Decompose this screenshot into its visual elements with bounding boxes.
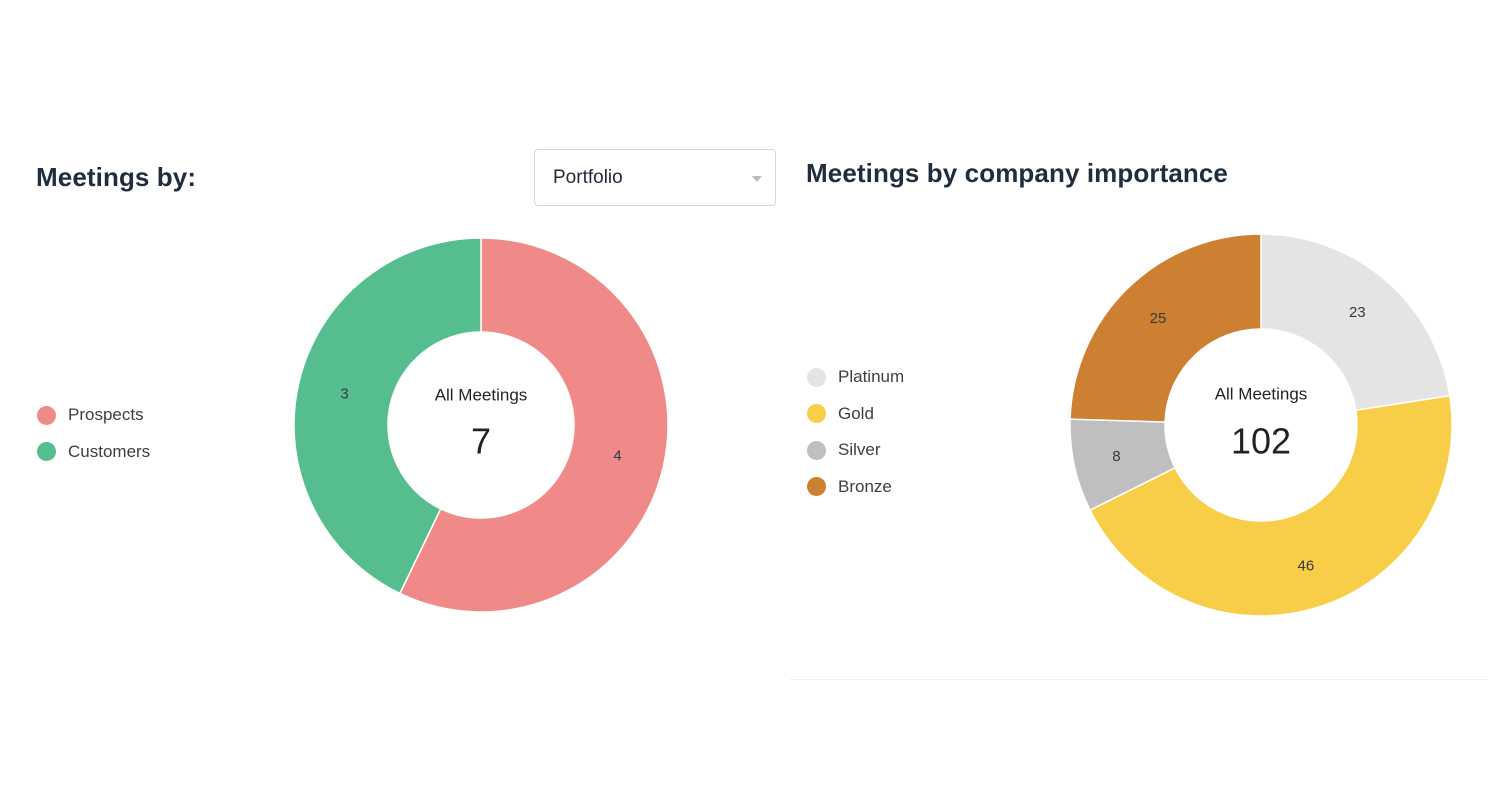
slice-value-label: 23: [1349, 304, 1366, 321]
panel-title: Meetings by company importance: [806, 158, 1228, 188]
legend-item-customers[interactable]: Customers: [37, 434, 150, 471]
grouping-select[interactable]: Portfolio: [534, 149, 776, 206]
donut-center-label: All Meetings: [435, 386, 528, 405]
meetings-by-panel: Meetings by: Portfolio Prospects Customer…: [36, 149, 776, 613]
importance-donut-chart: 23 46 8 25 All Meetings 102: [1069, 233, 1453, 617]
slice-value-label: 46: [1298, 558, 1315, 575]
donut-slice-bronze[interactable]: [1069, 233, 1262, 423]
legend-label: Bronze: [838, 476, 892, 496]
legend-item-bronze[interactable]: Bronze: [807, 469, 904, 506]
legend-swatch: [37, 442, 56, 462]
legend-item-prospects[interactable]: Prospects: [37, 397, 150, 434]
company-importance-panel: Meetings by company importance Platinum G…: [790, 0, 1488, 800]
legend-swatch: [807, 404, 826, 424]
panel-title: Meetings by:: [36, 162, 197, 192]
donut-slice-prospects[interactable]: [398, 237, 669, 613]
donut-center-label: All Meetings: [1215, 385, 1308, 404]
slice-value-label: 4: [613, 448, 621, 465]
legend-swatch: [807, 440, 826, 460]
slice-value-label: 3: [340, 385, 348, 402]
legend-item-silver[interactable]: Silver: [807, 432, 904, 469]
divider: [790, 679, 1488, 680]
legend-label: Silver: [838, 440, 881, 460]
grouping-select-value: Portfolio: [553, 166, 623, 188]
donut-slice-gold[interactable]: [1089, 394, 1453, 617]
donut-center-value: 7: [471, 421, 491, 462]
legend-item-gold[interactable]: Gold: [807, 396, 904, 433]
donut-center-value: 102: [1231, 421, 1291, 462]
chevron-down-icon: [752, 176, 762, 182]
legend-label: Platinum: [838, 367, 905, 387]
donut-slice-platinum[interactable]: [1260, 233, 1451, 412]
chart-legend: Platinum Gold Silver Bronze: [807, 359, 904, 505]
legend-label: Prospects: [68, 405, 144, 425]
legend-item-platinum[interactable]: Platinum: [807, 359, 904, 396]
slice-value-label: 8: [1112, 448, 1120, 465]
legend-label: Gold: [838, 403, 874, 423]
legend-swatch: [37, 405, 56, 425]
legend-swatch: [807, 477, 826, 497]
donut-slice-customers[interactable]: [293, 237, 482, 595]
meetings-donut-chart: 4 3 All Meetings 7: [293, 237, 669, 613]
chart-legend: Prospects Customers: [37, 397, 150, 470]
slice-value-label: 25: [1150, 310, 1167, 327]
legend-swatch: [807, 367, 826, 387]
legend-label: Customers: [68, 441, 151, 461]
